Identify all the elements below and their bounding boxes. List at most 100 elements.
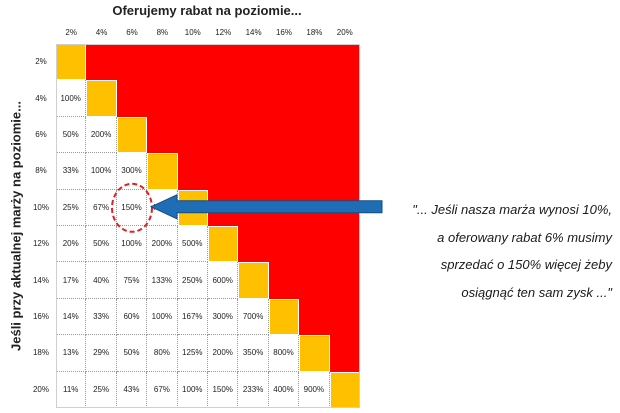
col-header: 18% <box>306 28 323 37</box>
col-header: 16% <box>275 28 292 37</box>
table-cell: 17% <box>56 262 87 299</box>
cell-above-diagonal <box>299 226 330 263</box>
cell-diagonal <box>116 116 148 154</box>
cell-above-diagonal <box>299 262 330 299</box>
cell-above-diagonal <box>329 80 360 117</box>
cell-above-diagonal <box>299 44 330 81</box>
cell-above-diagonal <box>86 44 117 81</box>
cell-above-diagonal <box>208 116 239 154</box>
table-cell: 50% <box>86 226 117 263</box>
cell-above-diagonal <box>177 44 208 81</box>
cell-above-diagonal <box>116 80 148 117</box>
table-cell: 43% <box>116 371 148 408</box>
cell-above-diagonal <box>329 298 360 336</box>
cell-above-diagonal <box>147 80 178 117</box>
cell-above-diagonal <box>329 153 360 190</box>
table-cell: 250% <box>177 262 208 299</box>
table-cell: 75% <box>116 262 148 299</box>
table-cell: 350% <box>238 335 269 372</box>
table-cell: 40% <box>86 262 117 299</box>
col-header: 6% <box>126 28 138 37</box>
row-header: 8% <box>35 166 47 176</box>
column-axis-title: Oferujemy rabat na poziomie... <box>112 3 302 18</box>
table-cell: 100% <box>147 298 178 336</box>
cell-above-diagonal <box>329 262 360 299</box>
cell-above-diagonal <box>177 153 208 190</box>
table-cell: 400% <box>268 371 300 408</box>
col-header: 10% <box>184 28 201 37</box>
table-cell: 200% <box>147 226 178 263</box>
cell-above-diagonal <box>238 44 269 81</box>
table-cell: 200% <box>86 116 117 154</box>
cell-above-diagonal <box>329 226 360 263</box>
cell-above-diagonal <box>329 44 360 81</box>
row-header: 18% <box>32 348 49 358</box>
col-header: 8% <box>156 28 169 37</box>
table-cell: 150% <box>116 189 148 226</box>
table-cell: 600% <box>208 262 239 299</box>
row-header: 10% <box>32 202 49 212</box>
table-cell: 13% <box>56 335 87 372</box>
table-cell: 20% <box>56 226 87 263</box>
col-header: 14% <box>245 28 262 37</box>
row-header: 16% <box>32 312 49 321</box>
row-header: 12% <box>32 239 49 249</box>
highlight-circle <box>111 182 153 233</box>
cell-diagonal <box>208 226 239 263</box>
col-header: 12% <box>215 28 232 37</box>
cell-above-diagonal <box>268 116 300 154</box>
cell-above-diagonal <box>329 116 360 154</box>
cell-above-diagonal <box>208 80 239 117</box>
cell-above-diagonal <box>299 153 330 190</box>
table-cell: 67% <box>147 371 178 408</box>
table-cell: 25% <box>86 371 117 408</box>
cell-above-diagonal <box>268 80 300 117</box>
cell-diagonal <box>238 262 269 299</box>
cell-above-diagonal <box>299 116 330 154</box>
cell-above-diagonal <box>238 116 269 154</box>
cell-above-diagonal <box>116 44 148 81</box>
table-cell: 133% <box>147 262 178 299</box>
row-header: 20% <box>32 384 49 394</box>
row-header: 4% <box>35 93 47 103</box>
row-header: 6% <box>35 130 47 139</box>
table-cell: 800% <box>268 335 300 372</box>
cell-above-diagonal <box>268 226 300 263</box>
cell-diagonal <box>86 80 117 117</box>
table-cell: 80% <box>147 335 178 372</box>
cell-above-diagonal <box>208 44 239 81</box>
cell-above-diagonal <box>299 298 330 336</box>
cell-above-diagonal <box>147 116 178 154</box>
table-cell: 100% <box>86 153 117 190</box>
table-cell: 50% <box>116 335 148 372</box>
quote-line-2: a oferowany rabat 6% musimy <box>437 229 612 245</box>
row-header: 14% <box>32 275 49 285</box>
cell-above-diagonal <box>268 44 300 81</box>
table-cell: 167% <box>177 298 208 336</box>
col-header: 20% <box>336 28 353 37</box>
cell-above-diagonal <box>329 335 360 372</box>
table-cell: 233% <box>238 371 269 408</box>
annotation-quote: "... Jeśli nasza marża wynosi 10%, a ofe… <box>372 196 612 306</box>
table-cell: 33% <box>56 153 87 190</box>
cell-above-diagonal <box>147 44 178 81</box>
table-cell: 29% <box>86 335 117 372</box>
col-header: 2% <box>65 28 77 37</box>
cell-above-diagonal <box>268 262 300 299</box>
table-cell: 500% <box>177 226 208 263</box>
cell-above-diagonal <box>238 80 269 117</box>
pointer-arrow <box>149 194 383 220</box>
cell-above-diagonal <box>268 153 300 190</box>
table-cell: 50% <box>56 116 87 154</box>
quote-line-4: osiągnąć ten sam zysk ..." <box>461 284 612 300</box>
table-cell: 200% <box>208 335 239 372</box>
cell-above-diagonal <box>177 80 208 117</box>
table-cell: 300% <box>208 298 239 336</box>
table-cell: 125% <box>177 335 208 372</box>
table-cell: 300% <box>116 153 148 190</box>
cell-above-diagonal <box>177 116 208 154</box>
table-cell: 33% <box>86 298 117 336</box>
cell-above-diagonal <box>238 153 269 190</box>
